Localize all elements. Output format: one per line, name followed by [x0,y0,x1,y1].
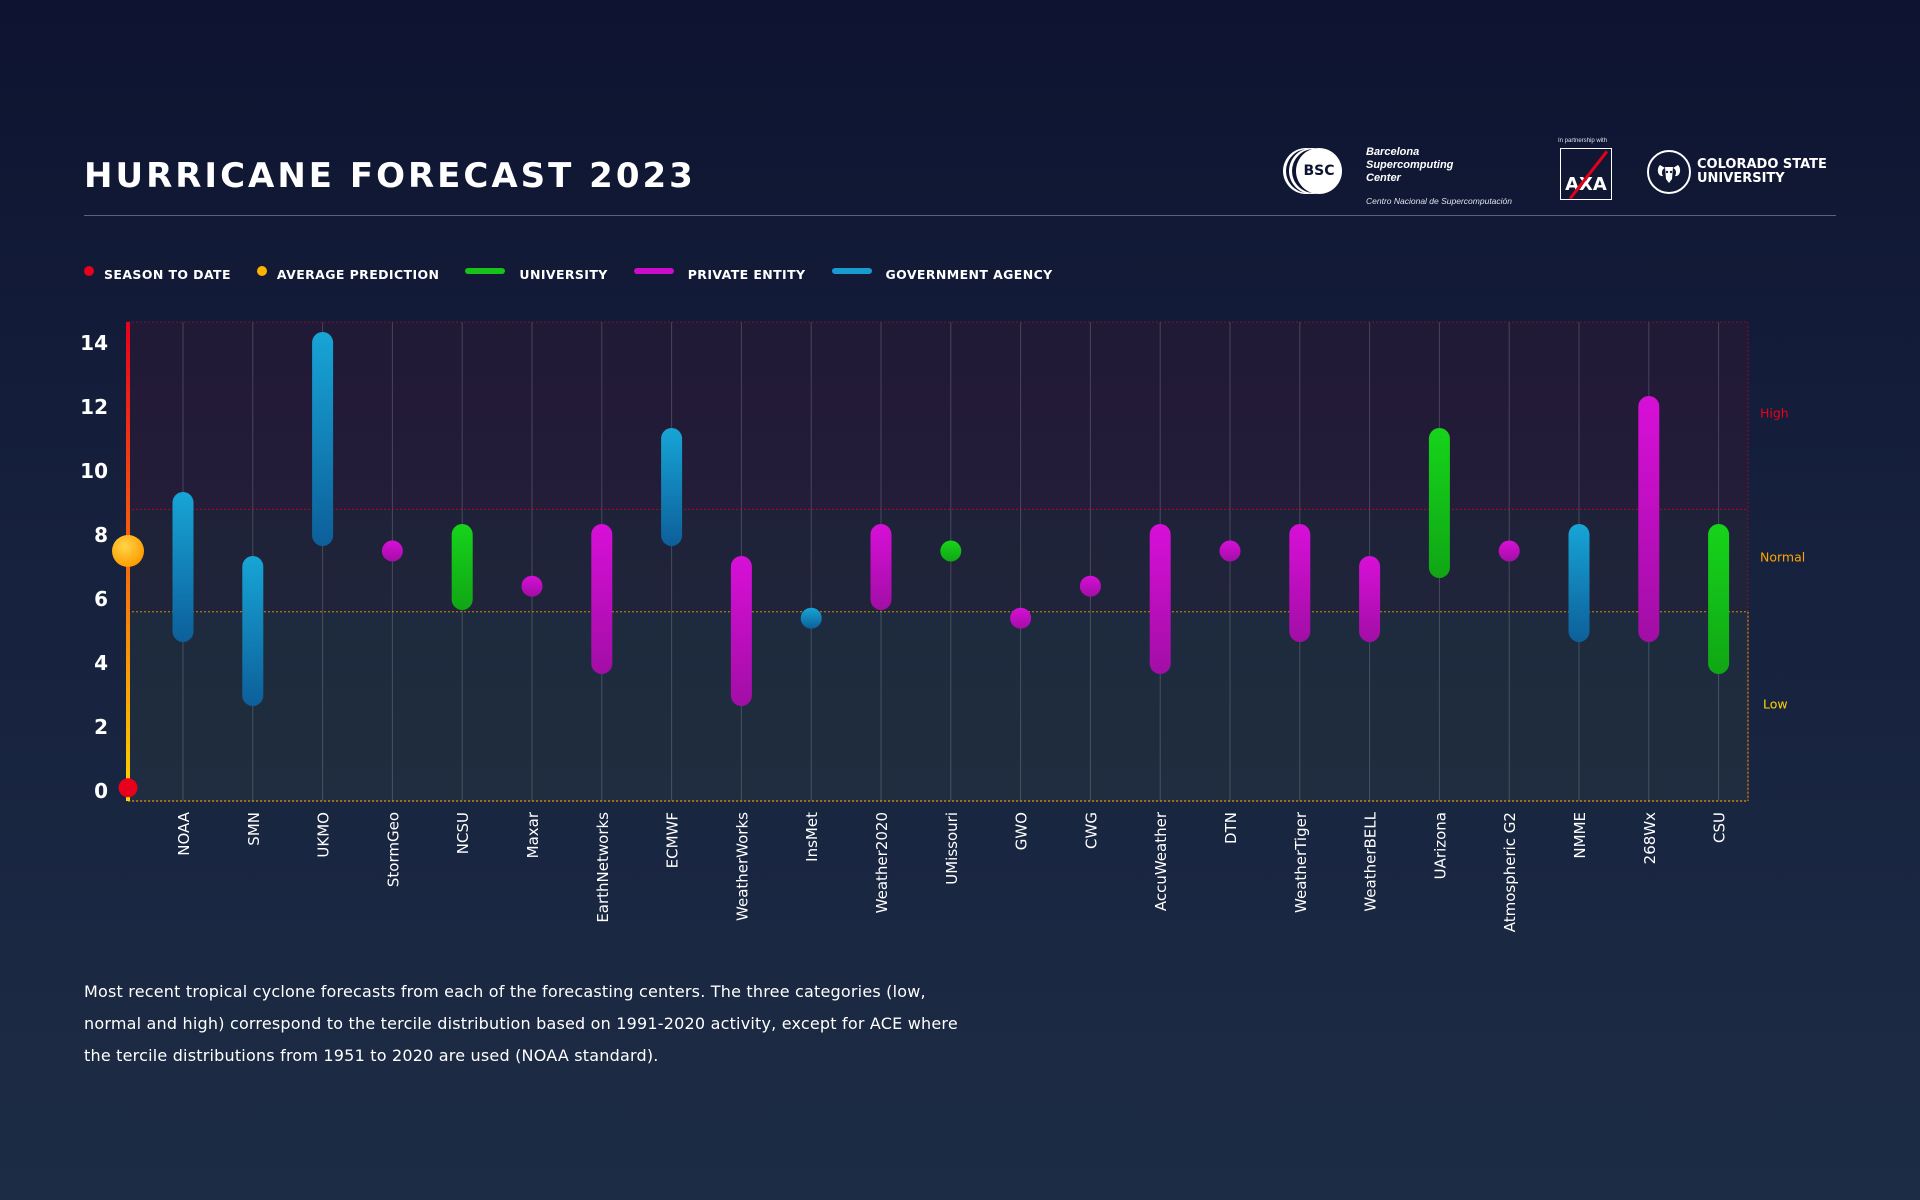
forecast-point-umissouri [940,540,962,562]
ram-icon [1647,150,1691,194]
partner-logos: BSC Barcelona Supercomputing Center Cent… [1290,138,1850,208]
forecast-range-noaa [172,492,194,642]
normal-tercile-band [128,509,1748,612]
forecast-point-dtn [1219,540,1241,562]
legend-swatch [84,266,94,276]
forecast-range-uarizona [1428,428,1450,578]
legend-item-government-agency: GOVERNMENT AGENCY [831,266,1053,282]
x-tick-label: InsMet [803,812,821,862]
x-tick-label: GWO [1013,812,1031,850]
y-tick-label: 12 [80,395,108,419]
x-tick-label: WeatherWorks [733,812,751,921]
x-tick-label: Maxar [524,811,542,858]
low-tercile-band [128,611,1748,801]
forecast-point-insmet [800,607,822,629]
forecast-range-nmme [1568,524,1590,642]
x-tick-label: EarthNetworks [594,812,612,923]
legend-item-university: UNIVERSITY [465,267,607,282]
y-tick-label: 10 [80,459,108,483]
x-tick-label: SMN [245,812,263,846]
high-tercile-band [128,322,1748,510]
forecast-point-cwg [1079,575,1101,597]
legend-label: UNIVERSITY [519,266,608,282]
x-tick-label: NMME [1571,812,1589,859]
forecast-range-ncsu [451,524,473,610]
legend-label: SEASON TO DATE [104,266,231,282]
bsc-logo-mark: BSC [1296,148,1342,194]
x-tick-label: CWG [1082,812,1100,849]
legend-item-private-entity: PRIVATE ENTITY [633,266,806,282]
legend-swatch [633,268,674,274]
forecast-range-ecmwf [661,428,683,546]
average-prediction-marker [112,535,144,567]
legend-item-average-prediction: AVERAGE PREDICTION [256,266,440,282]
legend-swatch [831,268,872,274]
x-tick-label: 268Wx [1641,812,1659,864]
legend-label: AVERAGE PREDICTION [276,266,440,282]
forecast-range-268wx [1638,396,1660,642]
chart-legend: SEASON TO DATE AVERAGE PREDICTION UNIVER… [84,262,1079,286]
header-divider [84,215,1836,216]
x-tick-label: UMissouri [943,812,961,885]
forecast-range-ukmo [312,332,334,546]
chart-caption: Most recent tropical cyclone forecasts f… [84,982,958,1065]
x-tick-label: UArizona [1431,812,1449,879]
forecast-range-accuweather [1149,524,1171,674]
y-tick-label: 4 [94,651,108,675]
legend-label: PRIVATE ENTITY [687,266,806,282]
forecast-range-weatherbell [1359,556,1381,642]
forecast-range-earthnetworks [591,524,613,674]
legend-swatch [465,268,506,274]
forecast-range-weathertiger [1289,524,1311,642]
bsc-logo: BSC Barcelona Supercomputing Center Cent… [1290,144,1530,206]
y-tick-label: 0 [94,779,108,803]
x-tick-label: Atmospheric G2 [1501,812,1519,932]
bsc-logo-subtitle: Centro Nacional de Supercomputación [1366,196,1513,206]
x-tick-label: StormGeo [384,812,402,887]
x-tick-label: DTN [1222,812,1240,844]
axa-logo: In partnership with AXA [1558,138,1614,204]
x-tick-label: Weather2020 [873,812,891,913]
legend-label: GOVERNMENT AGENCY [885,266,1053,282]
x-tick-label: NOAA [175,811,193,855]
tercile-label-low: Low [1763,697,1788,712]
forecast-range-smn [242,556,264,706]
forecast-range-weatherworks [730,556,752,706]
x-tick-label: UKMO [315,812,333,858]
tercile-label-high: High [1760,405,1789,420]
y-tick-label: 8 [94,523,108,547]
x-tick-label: WeatherTiger [1292,811,1310,913]
forecast-point-atmospheric-g2 [1498,540,1520,562]
x-tick-label: AccuWeather [1152,811,1170,911]
page-title: HURRICANE FORECAST 2023 [84,156,696,196]
forecast-point-maxar [521,575,543,597]
y-tick-label: 6 [94,587,108,611]
axa-logo-tagline: In partnership with [1558,138,1608,144]
legend-item-season-to-date: SEASON TO DATE [84,266,231,282]
x-tick-label: ECMWF [664,812,682,868]
y-tick-label: 14 [80,331,108,355]
y-tick-label: 2 [94,715,108,739]
season-to-date-marker [118,778,138,798]
forecast-point-gwo [1010,607,1032,629]
x-tick-label: WeatherBELL [1362,811,1380,911]
forecast-point-stormgeo [381,540,403,562]
forecast-range-chart: High Normal Low 0 2 4 6 8 10 12 14 NOAA SMN UKMO Storm… [80,321,1806,932]
legend-swatch [256,266,267,276]
x-tick-label: CSU [1711,812,1729,843]
bsc-logo-name: Barcelona Supercomputing Center [1366,146,1454,184]
axa-logo-mark: AXA [1560,148,1612,200]
x-tick-label: NCSU [454,812,472,854]
forecast-range-weather2020 [870,524,892,610]
tercile-label-normal: Normal [1760,549,1805,564]
forecast-range-csu [1708,524,1730,674]
csu-logo-name: COLORADO STATE UNIVERSITY [1697,157,1827,186]
csu-logo: COLORADO STATE UNIVERSITY [1647,150,1847,200]
